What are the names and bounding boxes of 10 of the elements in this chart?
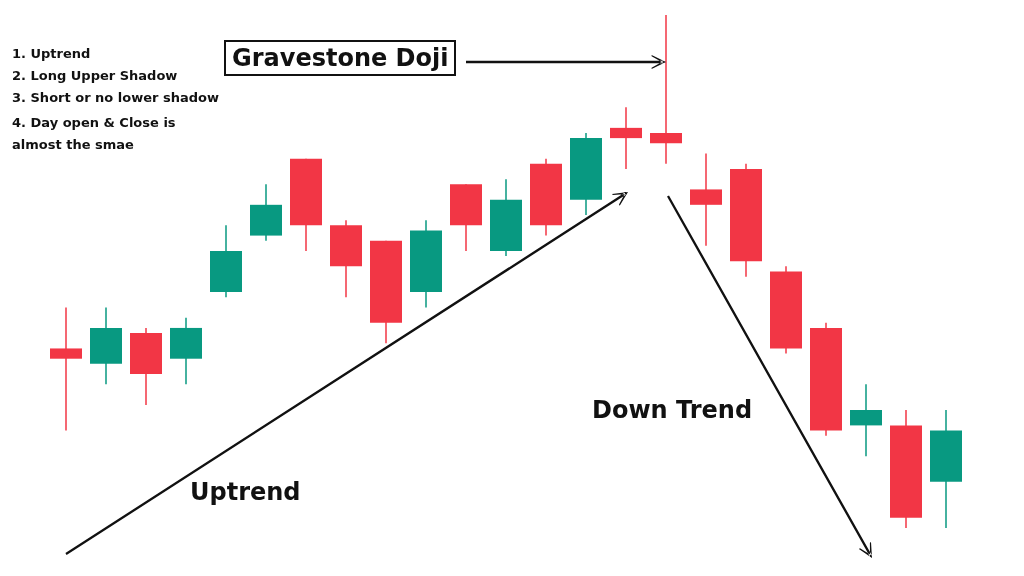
annotation: 4. Day open & Close is almost the smae [12, 114, 177, 154]
candlestick [50, 306, 82, 432]
annotation: Gravestone Doji [224, 40, 457, 76]
annotation: 3. Short or no lower shadow [12, 90, 219, 105]
annotation: Down Trend [592, 396, 753, 424]
candlestick [650, 14, 682, 165]
annotation: Uptrend [190, 478, 301, 506]
annotation: 1. Uptrend [12, 46, 91, 61]
candlestick [610, 106, 642, 170]
annotation: 2. Long Upper Shadow [12, 68, 178, 83]
